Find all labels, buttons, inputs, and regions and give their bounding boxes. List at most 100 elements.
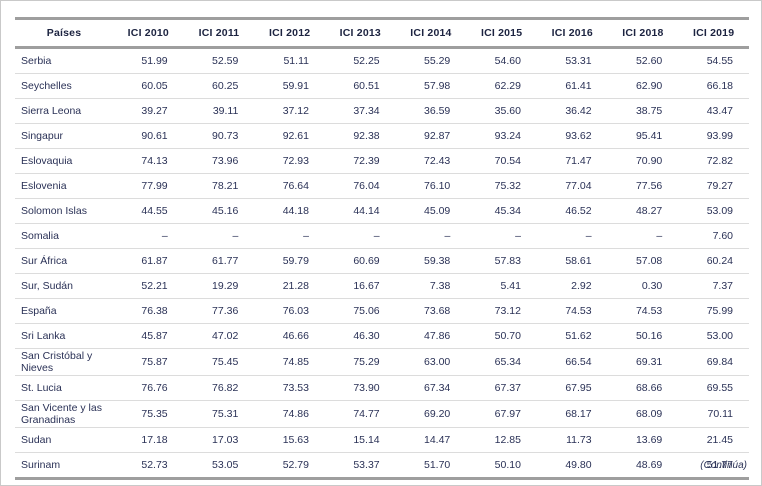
value-cell: 49.80 [565, 459, 592, 472]
value-cell: 73.12 [494, 304, 521, 317]
value-cell: 16.67 [353, 279, 380, 292]
value-cell: 65.34 [494, 356, 521, 369]
table-row: Sur, Sudán 52.21 19.29 21.28 16.67 7.38 5.41 2.… [15, 274, 749, 299]
value-cell: 52.73 [141, 459, 168, 472]
value-cell: 60.25 [212, 79, 239, 92]
value-cell: 66.54 [565, 356, 592, 369]
table-row: Surinam 52.73 53.05 52.79 53.37 51.70 50.10 49.… [15, 453, 749, 479]
value-cell: 75.45 [212, 356, 239, 369]
value-cell: 45.87 [141, 329, 168, 342]
value-cell: – [515, 229, 521, 242]
value-cell: 36.42 [565, 104, 592, 117]
value-cell: 62.90 [635, 79, 663, 92]
value-cell: 59.91 [282, 79, 309, 92]
value-cell: 67.95 [565, 382, 592, 395]
value-cell: 93.99 [706, 129, 733, 142]
value-cell: 58.61 [565, 254, 592, 267]
value-cell: 21.45 [706, 434, 733, 447]
table-row: Sudan 17.18 17.03 15.63 15.14 14.47 12.85 11.73… [15, 428, 749, 453]
value-cell: 69.84 [706, 356, 733, 369]
value-cell: 72.82 [706, 154, 733, 167]
country-cell: Sri Lanka [21, 329, 66, 342]
value-cell: 52.21 [141, 279, 168, 292]
value-cell: 90.61 [141, 129, 168, 142]
country-cell: San Cristóbal y Nieves [21, 350, 93, 375]
value-cell: 53.00 [706, 329, 733, 342]
value-cell: 75.87 [141, 356, 168, 369]
value-cell: 59.38 [424, 254, 451, 267]
value-cell: 92.61 [282, 129, 309, 142]
value-cell: – [656, 229, 663, 242]
value-cell: 37.34 [353, 104, 380, 117]
value-cell: 50.16 [635, 329, 663, 342]
value-cell: 2.92 [571, 279, 592, 292]
value-cell: 51.62 [565, 329, 592, 342]
country-cell: Singapur [21, 129, 64, 142]
value-cell: 47.02 [212, 329, 239, 342]
table-row: Sierra Leona 39.27 39.11 37.12 37.34 36.59 35.… [15, 99, 749, 124]
value-cell: 77.36 [212, 304, 239, 317]
value-cell: 71.47 [565, 154, 592, 167]
country-cell: Eslovenia [21, 179, 67, 192]
value-cell: 67.97 [494, 408, 521, 421]
value-cell: 48.69 [635, 459, 663, 472]
value-cell: 50.70 [494, 329, 521, 342]
value-cell: 93.24 [494, 129, 521, 142]
value-cell: 39.27 [141, 104, 168, 117]
table-row: Solomon Islas 44.55 45.16 44.18 44.14 45.09 45… [15, 199, 749, 224]
value-cell: 7.60 [712, 229, 733, 242]
value-cell: 60.51 [353, 79, 380, 92]
col-header-year: ICI 2018 [622, 27, 664, 39]
value-cell: 76.82 [212, 382, 239, 395]
country-cell: Eslovaquia [21, 154, 73, 167]
value-cell: 74.86 [282, 408, 309, 421]
value-cell: 92.38 [353, 129, 380, 142]
value-cell: 52.59 [212, 54, 239, 67]
value-cell: 72.39 [353, 154, 380, 167]
value-cell: 21.28 [282, 279, 309, 292]
country-cell: Somalia [21, 229, 59, 242]
col-header-year: ICI 2011 [198, 27, 240, 39]
value-cell: 43.47 [706, 104, 733, 117]
value-cell: 68.66 [635, 382, 663, 395]
table-row: San Vicente y las Granadinas 75.35 75.31 74… [15, 401, 749, 428]
value-cell: 44.18 [282, 204, 309, 217]
value-cell: 68.17 [565, 408, 592, 421]
country-cell: St. Lucia [21, 382, 62, 395]
value-cell: 59.79 [282, 254, 309, 267]
table-row: Somalia – – – – – – – – 7.60 [15, 224, 749, 249]
table-row: Sur África 61.87 61.77 59.79 60.69 59.38 57.83… [15, 249, 749, 274]
value-cell: 61.41 [565, 79, 592, 92]
value-cell: 60.69 [353, 254, 380, 267]
value-cell: 74.13 [141, 154, 168, 167]
value-cell: 69.20 [424, 408, 451, 421]
value-cell: 38.75 [635, 104, 663, 117]
value-cell: 74.53 [635, 304, 663, 317]
continuation-note: (Continúa) [700, 460, 747, 471]
table-row: Sri Lanka 45.87 47.02 46.66 46.30 47.86 50.70 5… [15, 324, 749, 349]
value-cell: 46.52 [565, 204, 592, 217]
value-cell: 79.27 [706, 179, 733, 192]
value-cell: 93.62 [565, 129, 592, 142]
value-cell: 57.08 [635, 254, 663, 267]
col-header-year: ICI 2010 [127, 27, 169, 39]
value-cell: 63.00 [424, 356, 451, 369]
country-cell: Sur, Sudán [21, 279, 73, 292]
table-row: Eslovaquia 74.13 73.96 72.93 72.39 72.43 70.54… [15, 149, 749, 174]
value-cell: 67.34 [424, 382, 451, 395]
value-cell: 69.31 [635, 356, 663, 369]
value-cell: – [303, 229, 309, 242]
table-row: Eslovenia 77.99 78.21 76.64 76.04 76.10 75.32 7… [15, 174, 749, 199]
value-cell: 75.99 [706, 304, 733, 317]
value-cell: 52.60 [635, 54, 663, 67]
value-cell: 76.10 [424, 179, 451, 192]
value-cell: 7.38 [429, 279, 451, 292]
value-cell: – [161, 229, 168, 242]
value-cell: 77.04 [565, 179, 592, 192]
value-cell: 52.79 [282, 459, 309, 472]
value-cell: 52.25 [353, 54, 380, 67]
value-cell: 19.29 [212, 279, 239, 292]
value-cell: 76.03 [282, 304, 309, 317]
table-header: Países ICI 2010 ICI 2011 ICI 2012 ICI 2013 IC… [15, 18, 749, 48]
